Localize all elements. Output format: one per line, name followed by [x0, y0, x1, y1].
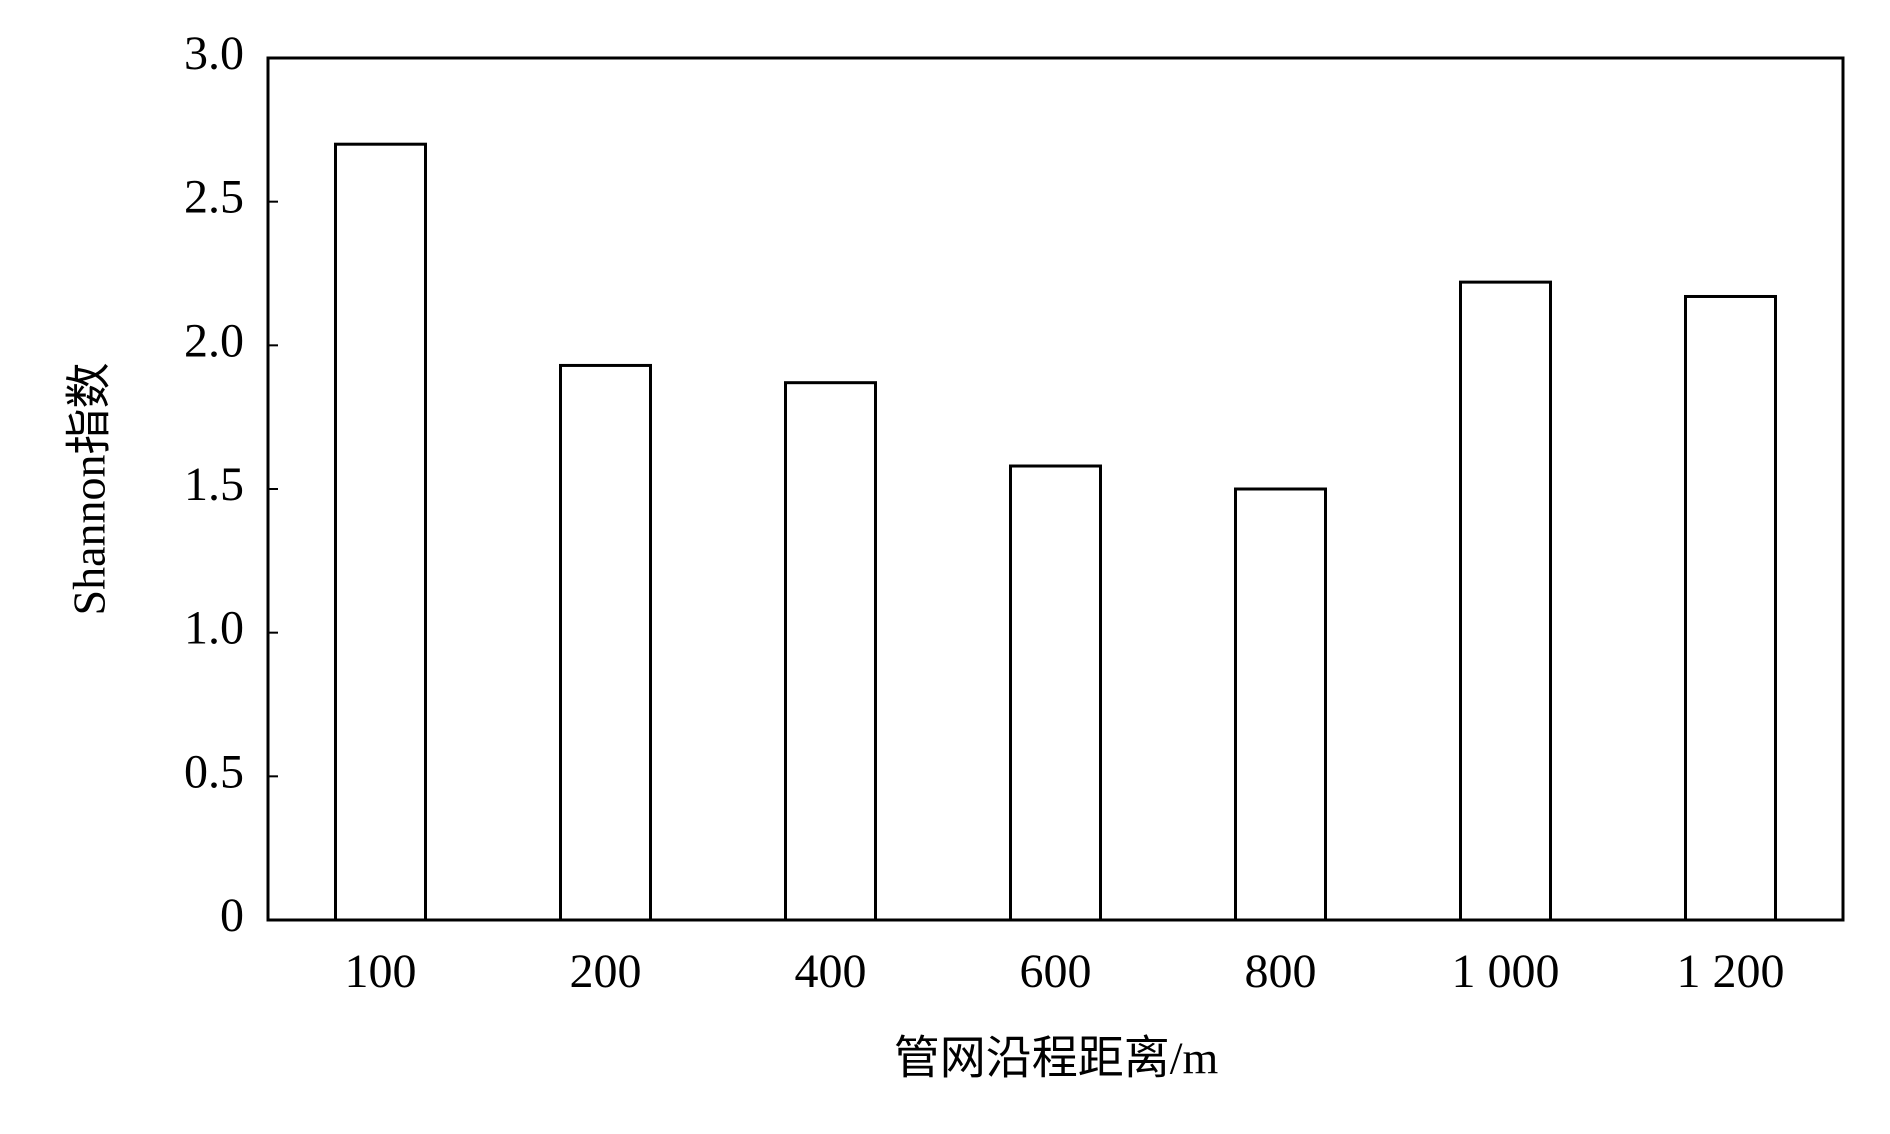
bar [1684, 294, 1777, 922]
y-axis-title: Shannon指数 [64, 363, 115, 616]
plot-frame [266, 56, 1845, 922]
x-tick-label: 600 [1020, 945, 1092, 998]
x-tick-label: 200 [570, 945, 642, 998]
y-tick-label: 2.0 [184, 314, 244, 367]
y-tick-label: 2.5 [184, 171, 244, 224]
bar [334, 142, 427, 922]
bar [1234, 487, 1327, 922]
x-tick-label: 1 200 [1677, 945, 1785, 998]
x-tick-label: 100 [345, 945, 417, 998]
bar [559, 363, 652, 922]
y-tick-label: 3.0 [184, 27, 244, 80]
bar [1459, 280, 1552, 922]
y-tick-label: 0 [220, 889, 244, 942]
x-tick-label: 800 [1245, 945, 1317, 998]
x-axis-title: 管网沿程距离/m [894, 1033, 1219, 1084]
x-tick-label: 400 [795, 945, 867, 998]
y-tick-label: 1.0 [184, 602, 244, 655]
y-tick-label: 1.5 [184, 458, 244, 511]
bar [784, 381, 877, 922]
bar [1009, 464, 1102, 922]
y-tick-label: 0.5 [184, 745, 244, 798]
x-tick-label: 1 000 [1452, 945, 1560, 998]
